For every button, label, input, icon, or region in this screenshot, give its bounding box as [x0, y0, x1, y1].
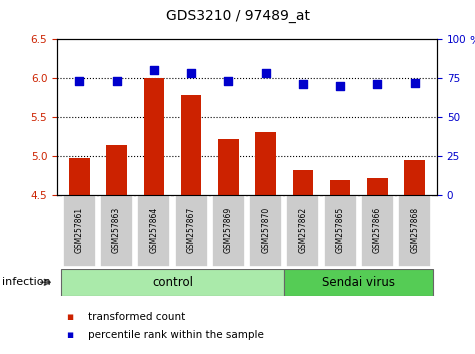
Point	[187, 70, 195, 76]
Text: GSM257868: GSM257868	[410, 206, 419, 253]
Bar	[404, 160, 425, 195]
FancyBboxPatch shape	[137, 195, 170, 267]
Point	[262, 70, 269, 76]
Bar	[106, 145, 127, 195]
Bar	[69, 158, 90, 195]
Bar	[330, 180, 351, 195]
Bar	[181, 95, 201, 195]
Point	[411, 80, 418, 85]
Y-axis label: %: %	[470, 36, 475, 46]
Bar	[143, 78, 164, 195]
Text: transformed count: transformed count	[88, 312, 185, 322]
FancyBboxPatch shape	[175, 195, 208, 267]
FancyBboxPatch shape	[286, 195, 319, 267]
Bar	[367, 178, 388, 195]
FancyBboxPatch shape	[212, 195, 245, 267]
FancyBboxPatch shape	[324, 195, 357, 267]
Text: percentile rank within the sample: percentile rank within the sample	[88, 330, 264, 339]
Text: GSM257867: GSM257867	[187, 206, 196, 253]
Point	[374, 81, 381, 87]
Text: GDS3210 / 97489_at: GDS3210 / 97489_at	[165, 9, 310, 23]
Bar	[218, 139, 238, 195]
Point	[150, 67, 158, 73]
Text: ◾: ◾	[66, 330, 74, 339]
FancyBboxPatch shape	[61, 269, 284, 296]
Bar	[256, 132, 276, 195]
FancyBboxPatch shape	[100, 195, 133, 267]
Text: GSM257869: GSM257869	[224, 206, 233, 253]
Text: GSM257866: GSM257866	[373, 206, 382, 253]
Point	[113, 78, 120, 84]
FancyBboxPatch shape	[284, 269, 433, 296]
Text: GSM257861: GSM257861	[75, 206, 84, 253]
Bar	[293, 170, 313, 195]
FancyBboxPatch shape	[398, 195, 431, 267]
Text: GSM257863: GSM257863	[112, 206, 121, 253]
Text: GSM257865: GSM257865	[336, 206, 345, 253]
Text: infection: infection	[2, 277, 51, 287]
Point	[299, 81, 307, 87]
FancyBboxPatch shape	[63, 195, 96, 267]
Text: GSM257870: GSM257870	[261, 206, 270, 253]
Point	[225, 78, 232, 84]
Point	[336, 83, 344, 88]
Text: Sendai virus: Sendai virus	[322, 276, 395, 289]
Text: ◾: ◾	[66, 312, 74, 322]
FancyBboxPatch shape	[361, 195, 394, 267]
Point	[76, 78, 83, 84]
Text: GSM257862: GSM257862	[298, 206, 307, 253]
Text: GSM257864: GSM257864	[149, 206, 158, 253]
FancyBboxPatch shape	[249, 195, 282, 267]
Text: control: control	[152, 276, 193, 289]
